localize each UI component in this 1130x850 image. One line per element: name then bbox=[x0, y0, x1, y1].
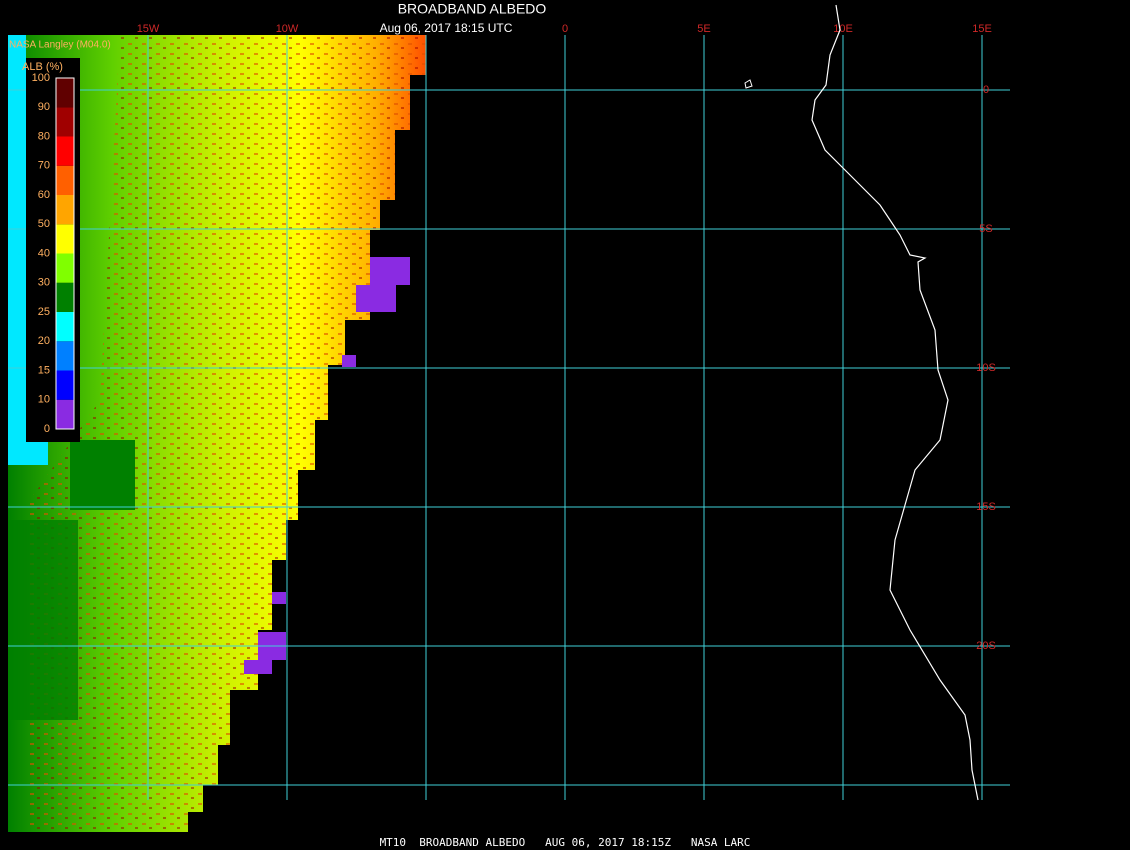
legend-swatch bbox=[56, 370, 74, 400]
legend-swatch bbox=[56, 78, 74, 108]
legend-tick-label: 100 bbox=[32, 72, 50, 84]
title: BROADBAND ALBEDO bbox=[398, 1, 547, 17]
source: NASA Langley (M04.0) bbox=[9, 40, 111, 51]
albedo-imagery bbox=[8, 35, 426, 832]
legend-swatch bbox=[56, 341, 74, 371]
legend-swatch bbox=[56, 312, 74, 342]
lon-label: 0 bbox=[562, 23, 568, 35]
footer: MT10 BROADBAND ALBEDO AUG 06, 2017 18:15… bbox=[380, 836, 751, 849]
graticule: 15W 10W 0 5E 10E 15E 0 5S 10S 15S 20S bbox=[8, 23, 1010, 800]
coastline bbox=[811, 4, 979, 801]
lon-label: 15W bbox=[137, 23, 160, 35]
subtitle: Aug 06, 2017 18:15 UTC bbox=[380, 21, 513, 35]
lon-label: 15E bbox=[972, 23, 992, 35]
legend-swatch bbox=[56, 195, 74, 225]
legend-frame bbox=[55, 77, 75, 430]
legend-swatch bbox=[56, 107, 74, 137]
legend-swatch bbox=[56, 253, 74, 283]
legend-tick-label: 0 bbox=[44, 423, 50, 435]
legend-tick-label: 50 bbox=[38, 218, 50, 230]
legend-swatch bbox=[56, 165, 74, 195]
legend-tick-label: 15 bbox=[38, 364, 50, 376]
island bbox=[744, 79, 753, 89]
legend-tick-label: 80 bbox=[38, 130, 50, 142]
legend-title: ALB (%) bbox=[22, 61, 63, 73]
lat-label: 0 bbox=[983, 84, 989, 96]
legend-tick-label: 40 bbox=[38, 247, 50, 259]
lon-label: 10W bbox=[276, 23, 299, 35]
legend-tick-label: 70 bbox=[38, 160, 50, 172]
legend-swatch bbox=[56, 399, 74, 429]
legend-tick-label: 90 bbox=[38, 101, 50, 113]
legend-swatch bbox=[56, 136, 74, 166]
legend-swatch bbox=[56, 224, 74, 254]
legend: 0 10 15 20 25 30 40 50 60 70 80 90 100 bbox=[32, 72, 75, 435]
legend-tick-label: 60 bbox=[38, 189, 50, 201]
lon-label: 5E bbox=[697, 23, 710, 35]
lon-label: 10E bbox=[833, 23, 853, 35]
lat-label: 20S bbox=[976, 640, 996, 652]
lat-label: 10S bbox=[976, 362, 996, 374]
lat-label: 5S bbox=[979, 223, 992, 235]
lat-label: 15S bbox=[976, 501, 996, 513]
legend-tick-label: 25 bbox=[38, 306, 50, 318]
legend-tick-label: 20 bbox=[38, 335, 50, 347]
legend-tick-label: 10 bbox=[38, 394, 50, 406]
legend-swatch bbox=[56, 282, 74, 312]
legend-tick-label: 30 bbox=[38, 277, 50, 289]
